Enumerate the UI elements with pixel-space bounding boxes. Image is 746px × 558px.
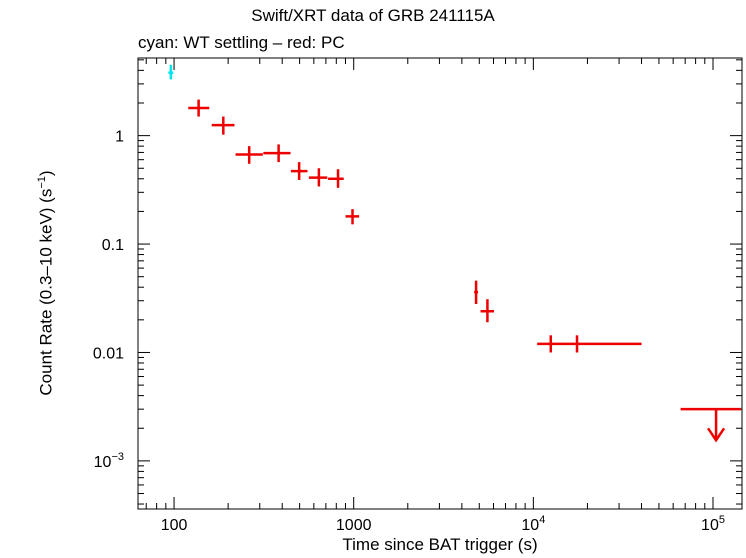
data-point — [308, 168, 328, 187]
y-tick-label: 10−3 — [94, 451, 124, 471]
x-tick-label-exponent: 4 — [539, 514, 545, 526]
data-point — [345, 209, 360, 225]
data-point — [564, 335, 642, 353]
data-point — [211, 116, 235, 135]
y-tick-label: 0.01 — [93, 345, 124, 362]
x-tick-label-base: 100 — [161, 517, 188, 534]
y-tick-label-base: 0.01 — [93, 345, 124, 362]
chart-subtitle: cyan: WT settling – red: PC — [138, 33, 345, 52]
y-tick-label: 1 — [115, 129, 124, 146]
upper-limit — [680, 407, 741, 443]
x-axis-label: Time since BAT trigger (s) — [342, 535, 538, 554]
x-tick-label: 100 — [161, 517, 188, 534]
x-tick-label-base: 1000 — [336, 517, 372, 534]
plot-frame — [137, 57, 743, 510]
data-point — [263, 144, 291, 163]
data-point — [168, 64, 174, 80]
x-tick-label: 104 — [521, 514, 545, 534]
data-point — [290, 162, 308, 180]
x-tick-label: 105 — [701, 514, 725, 534]
data-point — [480, 299, 495, 323]
axis-ticks — [138, 58, 742, 509]
data-point — [235, 146, 263, 164]
data-point — [188, 99, 210, 117]
y-tick-label: 0.1 — [102, 237, 124, 254]
data-point — [328, 169, 344, 188]
y-tick-label-base: 1 — [115, 129, 124, 146]
x-tick-label: 1000 — [336, 517, 372, 534]
x-tick-label-base: 10 — [521, 517, 539, 534]
y-tick-label-exponent: −3 — [111, 451, 124, 463]
data-point — [537, 335, 565, 353]
x-tick-label-base: 10 — [701, 517, 719, 534]
chart-title: Swift/XRT data of GRB 241115A — [251, 6, 495, 25]
y-tick-label-base: 10 — [94, 454, 112, 471]
data-marks — [168, 64, 741, 443]
upper-limit-arrow-head — [707, 427, 726, 443]
x-tick-label-exponent: 5 — [719, 514, 725, 526]
y-tick-label-base: 0.1 — [102, 237, 124, 254]
data-point — [474, 280, 479, 304]
